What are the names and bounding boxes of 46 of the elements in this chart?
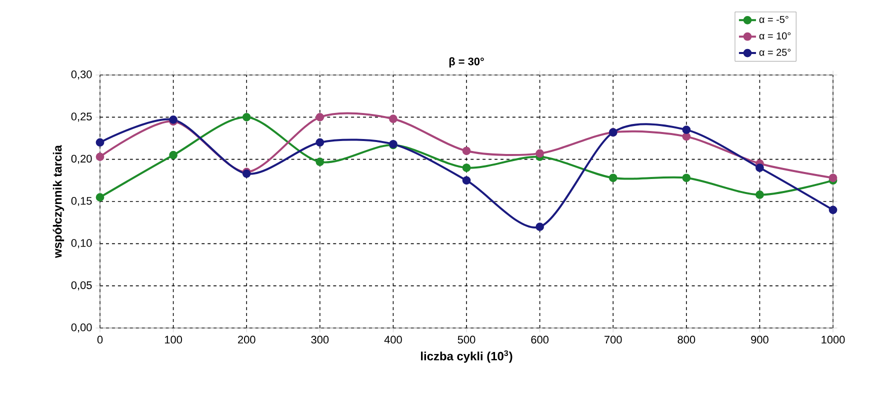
point bbox=[828, 206, 838, 214]
y-tick-label: 0,30 bbox=[71, 70, 92, 80]
legend-label: α = 25° bbox=[759, 48, 791, 56]
point bbox=[169, 150, 178, 160]
x-tick-label: 1000 bbox=[822, 336, 845, 344]
chart-title: β = 30° bbox=[449, 57, 484, 68]
legend-label: α = 10° bbox=[759, 32, 791, 40]
point bbox=[756, 190, 764, 199]
point bbox=[316, 138, 324, 147]
point bbox=[462, 176, 471, 185]
y-tick-label: 0,15 bbox=[71, 196, 92, 206]
y-tick-label: 0,25 bbox=[71, 112, 92, 122]
y-tick-label: 0,05 bbox=[71, 281, 92, 290]
x-tick-label: 800 bbox=[678, 336, 696, 344]
point bbox=[96, 152, 104, 162]
point bbox=[316, 158, 324, 166]
y-axis-title: współczynnik tarcia bbox=[52, 144, 64, 258]
x-tick-label: 900 bbox=[751, 336, 768, 344]
point bbox=[316, 112, 324, 122]
point bbox=[462, 146, 471, 156]
y-tick-label: 0,20 bbox=[71, 154, 92, 164]
point bbox=[608, 174, 618, 182]
point bbox=[389, 114, 398, 124]
x-tick-label: 600 bbox=[531, 336, 549, 344]
x-tick-label: 300 bbox=[311, 336, 329, 344]
x-tick-label: 700 bbox=[604, 336, 622, 344]
point bbox=[242, 112, 251, 122]
point bbox=[96, 193, 104, 202]
x-tick-label: 500 bbox=[458, 336, 476, 344]
point bbox=[536, 149, 544, 158]
x-axis-title: liczba cykli (10$^{3}$) bbox=[421, 350, 512, 363]
point bbox=[96, 138, 104, 147]
x-tick-label: 400 bbox=[384, 336, 402, 344]
point bbox=[536, 222, 544, 231]
point bbox=[756, 164, 764, 172]
point bbox=[682, 132, 691, 141]
point bbox=[828, 174, 838, 182]
x-tick-label: 100 bbox=[164, 336, 182, 344]
point bbox=[462, 164, 471, 172]
y-tick-label: 0,00 bbox=[71, 323, 92, 333]
y-tick-label: 0,10 bbox=[71, 239, 92, 248]
x-tick-label: 200 bbox=[238, 336, 256, 344]
point bbox=[682, 126, 691, 134]
point bbox=[682, 174, 691, 182]
x-tick-label: 0 bbox=[97, 336, 103, 344]
legend-label: α = -5° bbox=[759, 16, 788, 23]
